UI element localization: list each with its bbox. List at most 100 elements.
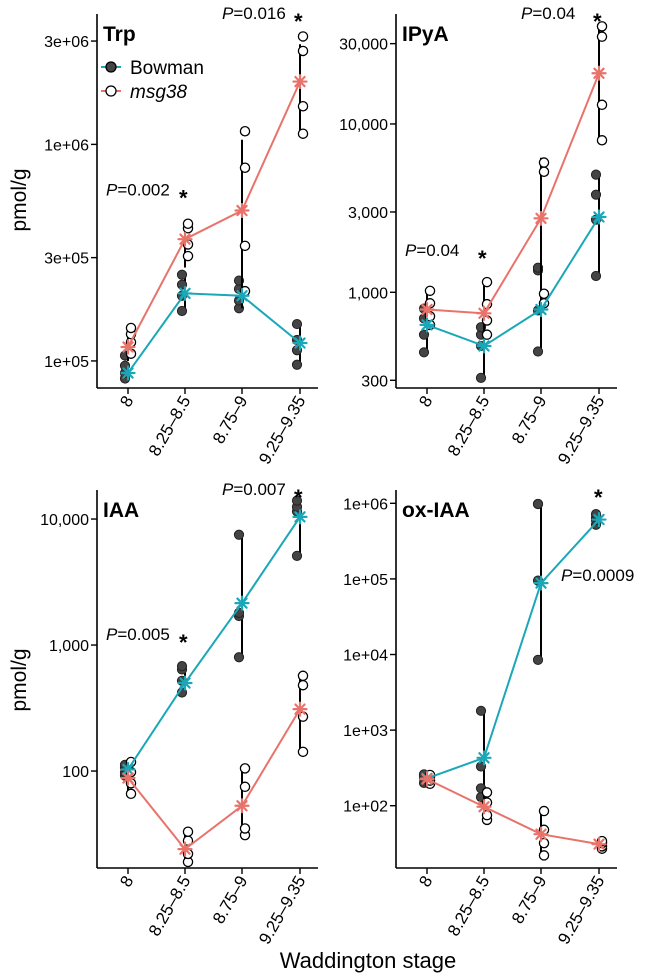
y-tick-label: 1e+03 bbox=[343, 723, 388, 740]
data-point bbox=[475, 372, 487, 384]
mean-marker-bowman bbox=[419, 317, 435, 333]
mean-marker-msg38 bbox=[120, 339, 136, 355]
series-line-msg38 bbox=[426, 72, 600, 315]
data-point bbox=[538, 805, 550, 817]
mean-marker-msg38 bbox=[533, 210, 549, 226]
p-value-annotation: P=0.007 bbox=[222, 480, 286, 499]
mean-marker-bowman bbox=[234, 595, 250, 611]
data-point bbox=[291, 495, 303, 506]
x-tick-label: 8 bbox=[415, 393, 436, 411]
data-point bbox=[538, 850, 550, 861]
mean-marker-msg38 bbox=[177, 841, 193, 857]
significance-asterisk: * bbox=[179, 630, 188, 655]
data-point bbox=[596, 99, 608, 111]
mean-marker-bowman bbox=[476, 338, 492, 354]
data-point bbox=[481, 787, 493, 798]
legend-swatch-marker bbox=[105, 61, 117, 73]
p-value-annotation: P=0.04 bbox=[405, 241, 459, 260]
significance-asterisk: * bbox=[294, 485, 303, 510]
legend-label: Bowman bbox=[130, 58, 204, 79]
data-point bbox=[233, 652, 245, 663]
data-point bbox=[596, 31, 608, 42]
data-point bbox=[233, 529, 245, 540]
x-tick-label: 8.75–9 bbox=[209, 393, 251, 448]
series-line-msg38 bbox=[127, 708, 301, 851]
mean-marker-bowman bbox=[591, 511, 607, 528]
x-tick-label: 8.75–9 bbox=[209, 873, 251, 928]
data-point bbox=[481, 329, 493, 340]
p-value-annotation: P=0.04 bbox=[521, 4, 575, 23]
mean-marker-msg38 bbox=[120, 770, 136, 786]
data-point bbox=[297, 128, 309, 139]
data-point bbox=[182, 826, 194, 837]
data-point bbox=[297, 100, 309, 112]
x-tick-label: 9.25–9.35 bbox=[255, 393, 309, 468]
mean-marker-bowman bbox=[533, 301, 549, 318]
data-point bbox=[532, 498, 544, 510]
mean-marker-bowman bbox=[177, 285, 193, 302]
significance-asterisk: * bbox=[179, 186, 188, 211]
data-point bbox=[297, 746, 309, 758]
data-point bbox=[532, 346, 544, 357]
y-tick-label: 10,000 bbox=[339, 117, 388, 134]
data-point bbox=[291, 318, 303, 330]
series-msg38 bbox=[125, 670, 309, 868]
data-point bbox=[596, 135, 608, 146]
mean-marker-bowman bbox=[476, 750, 492, 766]
series-line-bowman bbox=[127, 516, 301, 770]
mean-marker-bowman bbox=[120, 365, 136, 381]
data-point bbox=[182, 250, 194, 262]
p-value-annotation: P=0.005 bbox=[106, 625, 170, 644]
mean-marker-msg38 bbox=[292, 701, 308, 717]
mean-marker-msg38 bbox=[419, 301, 435, 318]
series-msg38 bbox=[125, 31, 309, 361]
mean-marker-bowman bbox=[292, 509, 308, 525]
y-tick-label: 1e+06 bbox=[44, 137, 89, 154]
p-value-annotation: P=0.002 bbox=[106, 181, 170, 200]
y-tick-label: 1,000 bbox=[348, 285, 388, 302]
data-point bbox=[297, 670, 309, 682]
panel-iaa: 100 1,000 10,000 8 8.25–8.5 8.75–9 9.25–9.35 IA… bbox=[40, 480, 318, 948]
data-point bbox=[239, 125, 251, 137]
data-point bbox=[424, 285, 436, 297]
significance-asterisk: * bbox=[294, 9, 303, 34]
series-bowman bbox=[418, 498, 602, 803]
mean-marker-msg38 bbox=[476, 305, 492, 321]
data-point bbox=[538, 157, 550, 168]
series-bowman bbox=[119, 269, 303, 384]
y-tick-label: 3e+05 bbox=[44, 251, 89, 268]
y-tick-label: 1e+05 bbox=[44, 354, 89, 371]
x-tick-label: 8 bbox=[116, 393, 137, 411]
data-point bbox=[481, 276, 493, 288]
data-point bbox=[182, 218, 194, 230]
y-tick-label: 3e+06 bbox=[44, 34, 89, 51]
y-tick-label: 300 bbox=[361, 373, 388, 390]
y-tick-label: 1e+04 bbox=[343, 648, 388, 665]
data-point bbox=[590, 270, 602, 282]
series-line-bowman bbox=[426, 216, 600, 348]
mean-marker-msg38 bbox=[591, 836, 607, 852]
data-point bbox=[239, 763, 251, 774]
y-tick-label: 10,000 bbox=[40, 512, 89, 529]
data-point bbox=[418, 347, 430, 358]
mean-marker-msg38 bbox=[591, 65, 607, 81]
data-point bbox=[291, 550, 303, 561]
y-tick-label: 100 bbox=[62, 764, 89, 781]
data-point bbox=[297, 45, 309, 57]
mean-marker-bowman bbox=[533, 575, 549, 591]
x-axis-label: Waddington stage bbox=[280, 948, 457, 973]
data-point bbox=[239, 162, 251, 174]
mean-marker-bowman bbox=[591, 209, 607, 225]
p-value-annotation: P=0.016 bbox=[222, 4, 286, 23]
y-tick-label: 1e+06 bbox=[343, 496, 388, 513]
series-line-msg38 bbox=[426, 778, 600, 846]
x-tick-label: 8 bbox=[116, 873, 137, 891]
y-tick-label: 1,000 bbox=[49, 638, 89, 655]
mean-marker-msg38 bbox=[419, 771, 435, 787]
data-point bbox=[291, 359, 303, 370]
mean-marker-bowman bbox=[234, 288, 250, 304]
mean-marker-msg38 bbox=[292, 73, 308, 90]
x-tick-label: 8.75–9 bbox=[508, 873, 550, 928]
mean-marker-bowman bbox=[292, 335, 308, 351]
